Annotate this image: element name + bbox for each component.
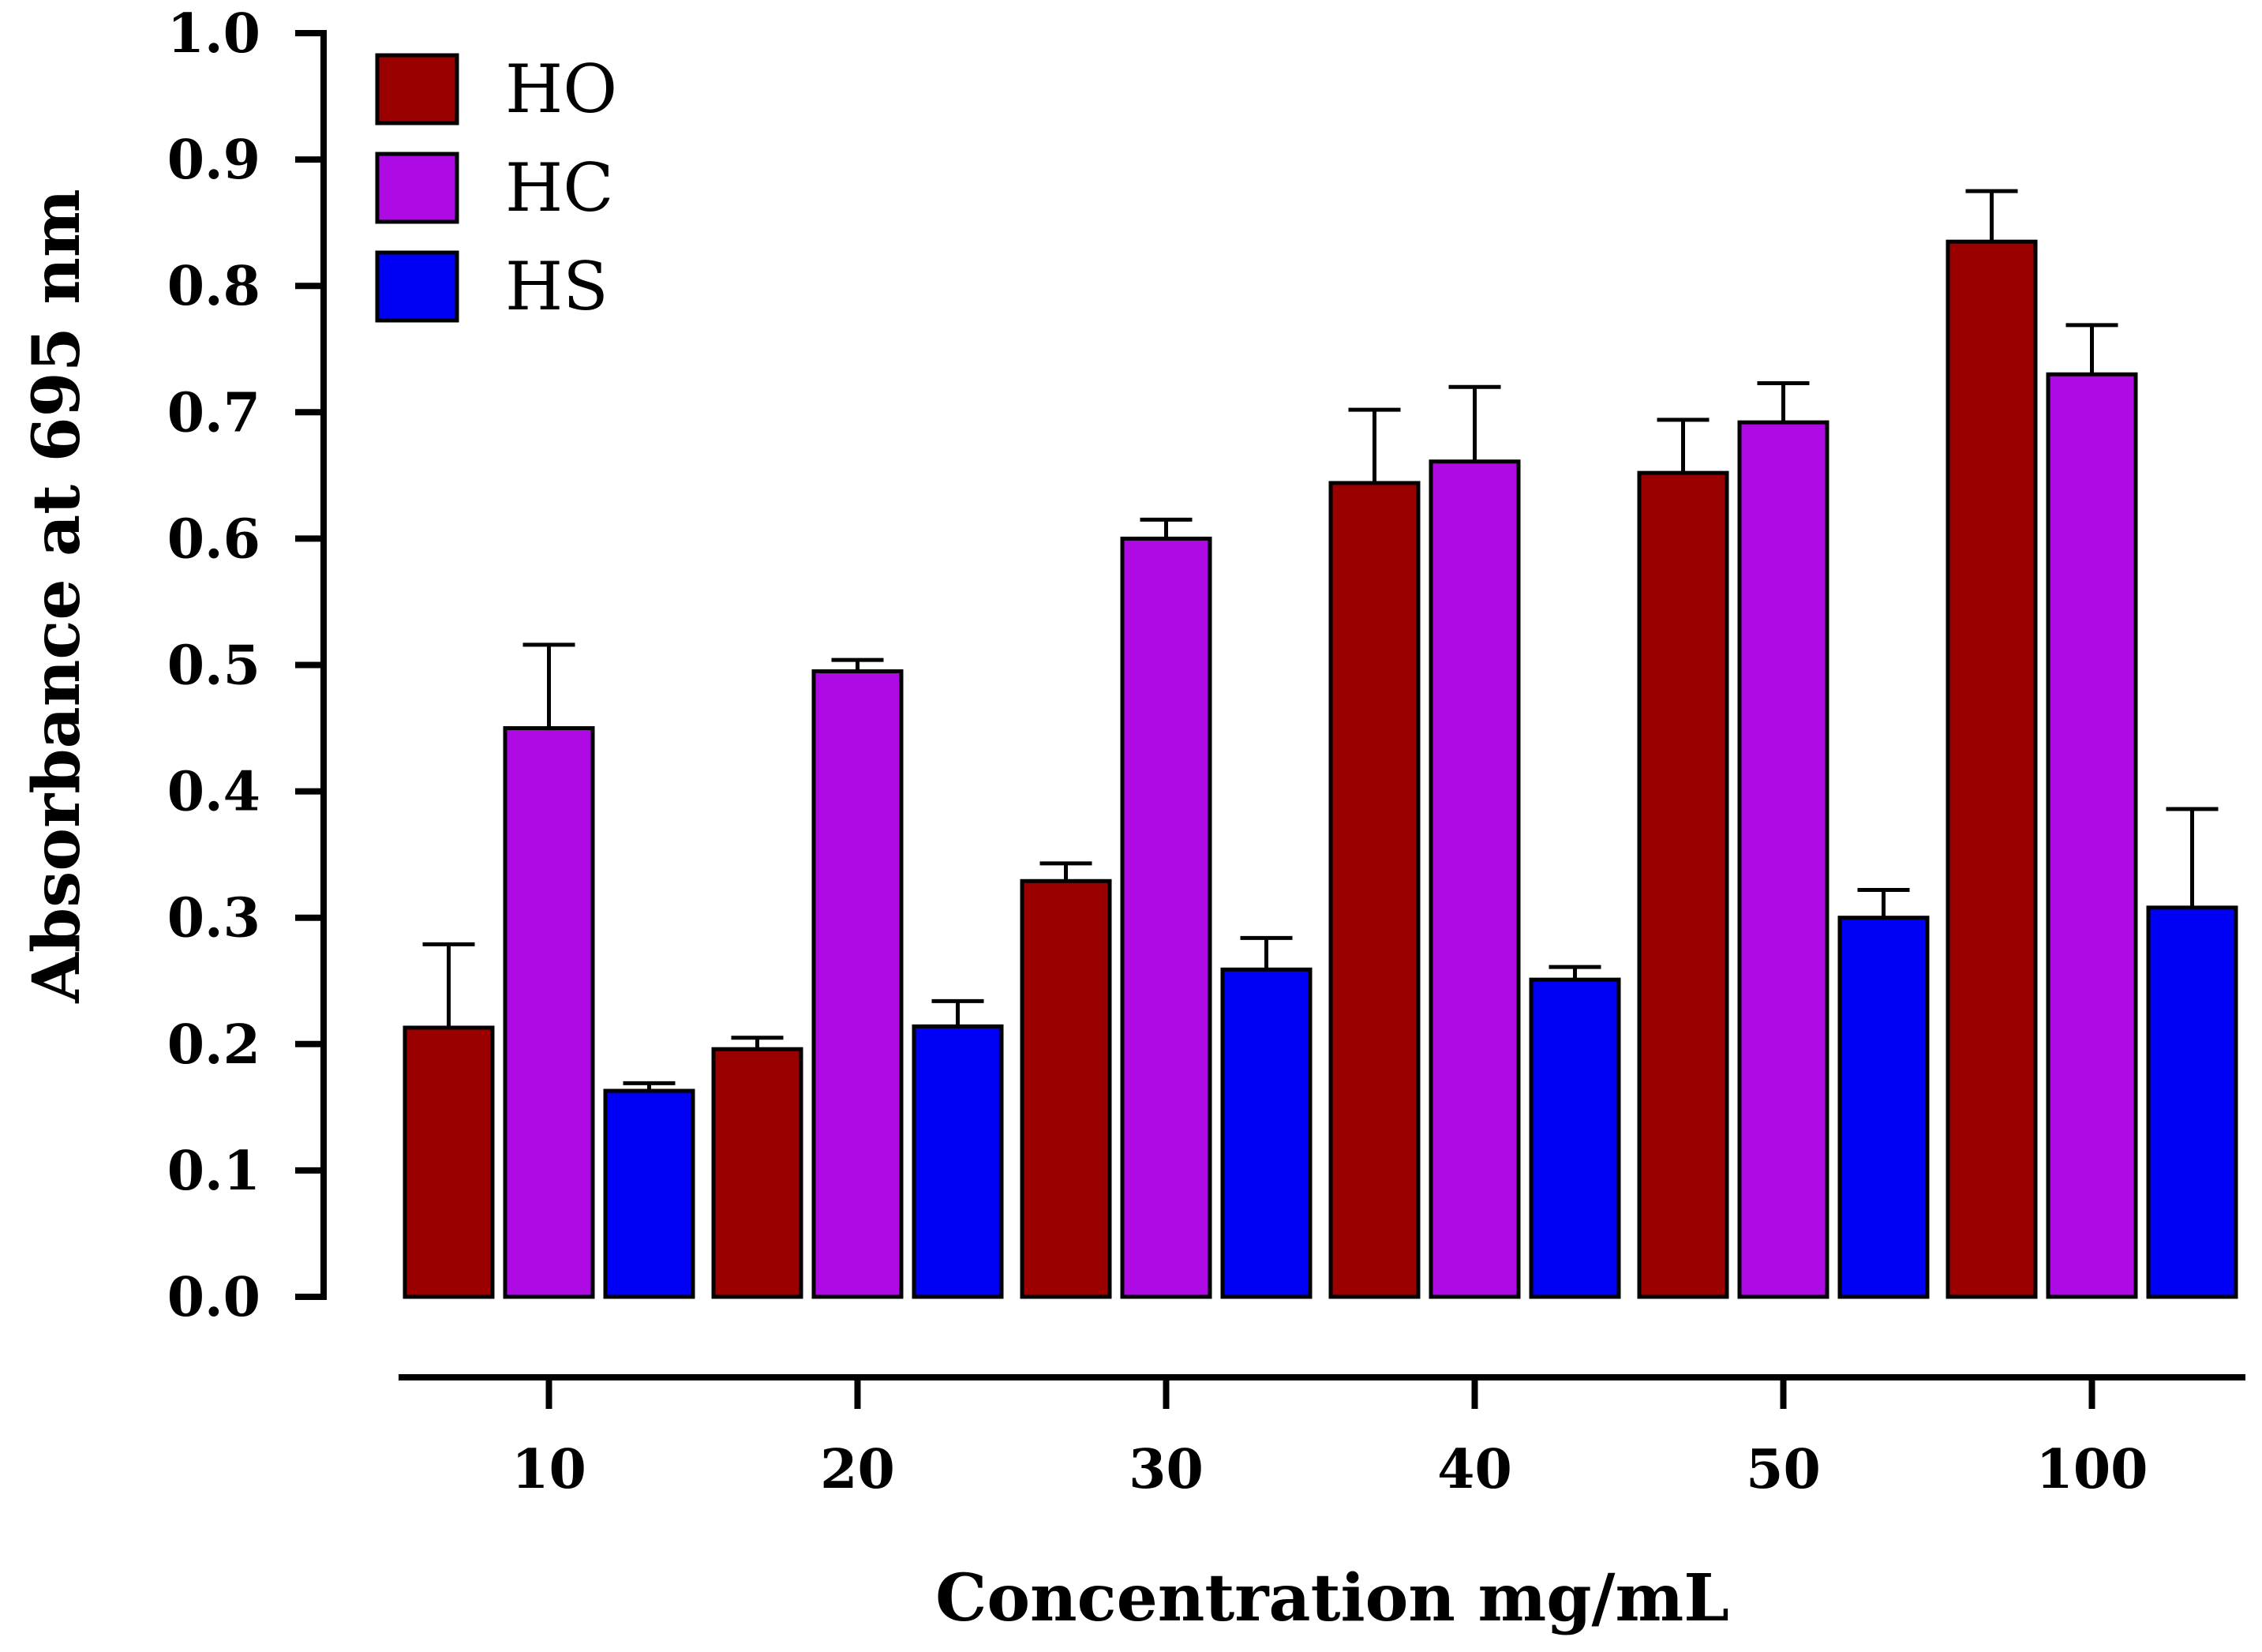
y-axis-title: Absorbance at 695 nm xyxy=(19,189,95,1003)
bar-hs xyxy=(912,1024,1004,1299)
bar-hc xyxy=(811,669,904,1299)
y-tick-label: 0.6 xyxy=(167,508,260,571)
y-tick-label: 0.2 xyxy=(167,1013,260,1077)
bar-ho xyxy=(711,1047,803,1299)
y-tick-label: 0.1 xyxy=(167,1140,260,1203)
bar-ho xyxy=(1328,481,1421,1299)
legend-swatch-hs xyxy=(375,250,459,323)
bar-ho xyxy=(403,1025,495,1299)
bar-ho xyxy=(1637,470,1729,1299)
bar-ho xyxy=(1020,878,1112,1299)
x-tick-label: 50 xyxy=(1746,1438,1821,1501)
y-tick-label: 0.0 xyxy=(167,1266,260,1329)
legend-label-hs: HS xyxy=(505,248,609,325)
y-tick-label: 0.4 xyxy=(167,761,260,824)
y-tick-label: 1.0 xyxy=(167,2,260,66)
x-tick-label: 10 xyxy=(511,1438,586,1501)
legend-label-ho: HO xyxy=(505,51,617,128)
y-tick-label: 0.5 xyxy=(167,635,260,698)
y-tick-label: 0.7 xyxy=(167,381,260,444)
x-tick-label: 100 xyxy=(2036,1438,2148,1501)
bar-hs xyxy=(1837,916,1930,1299)
bar-hc xyxy=(2046,372,2138,1299)
y-tick-label: 0.8 xyxy=(167,255,260,318)
y-axis: 0.0 0.1 0.2 0.3 0.4 0.5 0.6 0.7 0.8 0.9 1.0 xyxy=(167,2,327,1329)
bar-hc xyxy=(503,726,595,1299)
x-tick-label: 40 xyxy=(1437,1438,1512,1501)
y-tick-label: 0.3 xyxy=(167,887,260,950)
x-axis: 10 20 30 40 50 100 xyxy=(399,1374,2245,1501)
x-axis-title: Concentration mg/mL xyxy=(935,1560,1729,1636)
bar-hc xyxy=(1737,420,1829,1299)
legend-swatch-hc xyxy=(375,152,459,224)
x-tick-label: 30 xyxy=(1129,1438,1204,1501)
legend-swatch-ho xyxy=(375,53,459,125)
bars xyxy=(403,189,2238,1299)
bar-hs xyxy=(603,1088,695,1299)
bar-hs xyxy=(1220,967,1313,1299)
x-tick-label: 20 xyxy=(820,1438,895,1501)
bar-hc xyxy=(1429,459,1521,1299)
y-tick-label: 0.9 xyxy=(167,129,260,192)
bar-hc xyxy=(1120,536,1212,1299)
bar-hs xyxy=(2146,905,2238,1299)
bar-ho xyxy=(1946,239,2038,1299)
bar-hs xyxy=(1529,977,1621,1299)
legend-label-hc: HC xyxy=(505,149,614,227)
legend: HO HC HS xyxy=(375,51,617,325)
